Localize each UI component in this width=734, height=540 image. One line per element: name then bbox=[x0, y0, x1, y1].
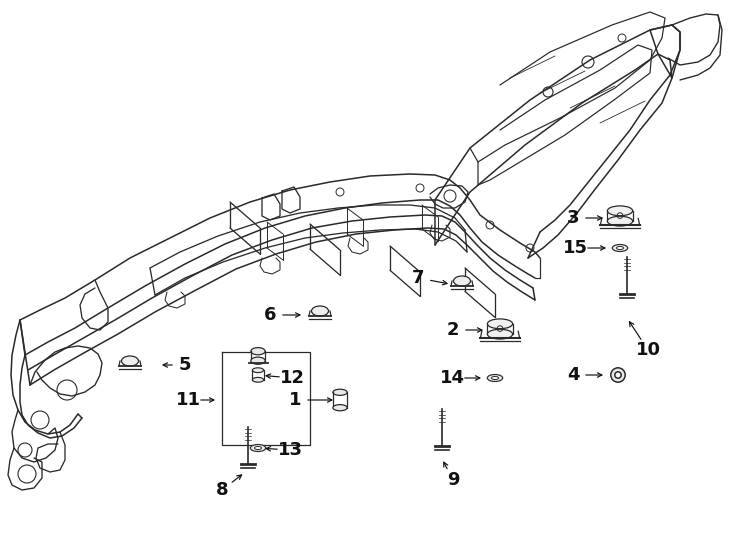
Ellipse shape bbox=[487, 329, 512, 339]
Ellipse shape bbox=[608, 216, 633, 226]
Ellipse shape bbox=[251, 348, 265, 355]
Ellipse shape bbox=[612, 245, 628, 252]
Ellipse shape bbox=[252, 368, 264, 373]
Circle shape bbox=[611, 368, 625, 382]
Text: 1: 1 bbox=[288, 391, 301, 409]
Text: 4: 4 bbox=[567, 366, 579, 384]
Text: 6: 6 bbox=[264, 306, 276, 324]
Ellipse shape bbox=[333, 404, 347, 411]
Ellipse shape bbox=[454, 276, 470, 286]
Ellipse shape bbox=[492, 376, 498, 380]
Circle shape bbox=[615, 372, 621, 378]
Ellipse shape bbox=[311, 306, 329, 316]
Text: 11: 11 bbox=[175, 391, 200, 409]
Text: 9: 9 bbox=[447, 471, 459, 489]
Ellipse shape bbox=[122, 356, 139, 366]
Text: 10: 10 bbox=[636, 341, 661, 359]
Text: 12: 12 bbox=[280, 369, 305, 387]
Ellipse shape bbox=[255, 447, 261, 449]
Ellipse shape bbox=[252, 377, 264, 382]
Text: 14: 14 bbox=[440, 369, 465, 387]
Ellipse shape bbox=[333, 389, 347, 395]
Text: 5: 5 bbox=[179, 356, 192, 374]
Text: 13: 13 bbox=[277, 441, 302, 459]
Text: 8: 8 bbox=[216, 481, 228, 499]
Ellipse shape bbox=[487, 375, 503, 381]
Ellipse shape bbox=[251, 357, 265, 364]
Ellipse shape bbox=[250, 444, 266, 451]
Ellipse shape bbox=[617, 246, 623, 249]
Text: 15: 15 bbox=[562, 239, 587, 257]
Ellipse shape bbox=[608, 206, 633, 215]
Text: 2: 2 bbox=[447, 321, 459, 339]
Text: 3: 3 bbox=[567, 209, 579, 227]
Text: 7: 7 bbox=[412, 269, 424, 287]
Ellipse shape bbox=[487, 319, 512, 329]
